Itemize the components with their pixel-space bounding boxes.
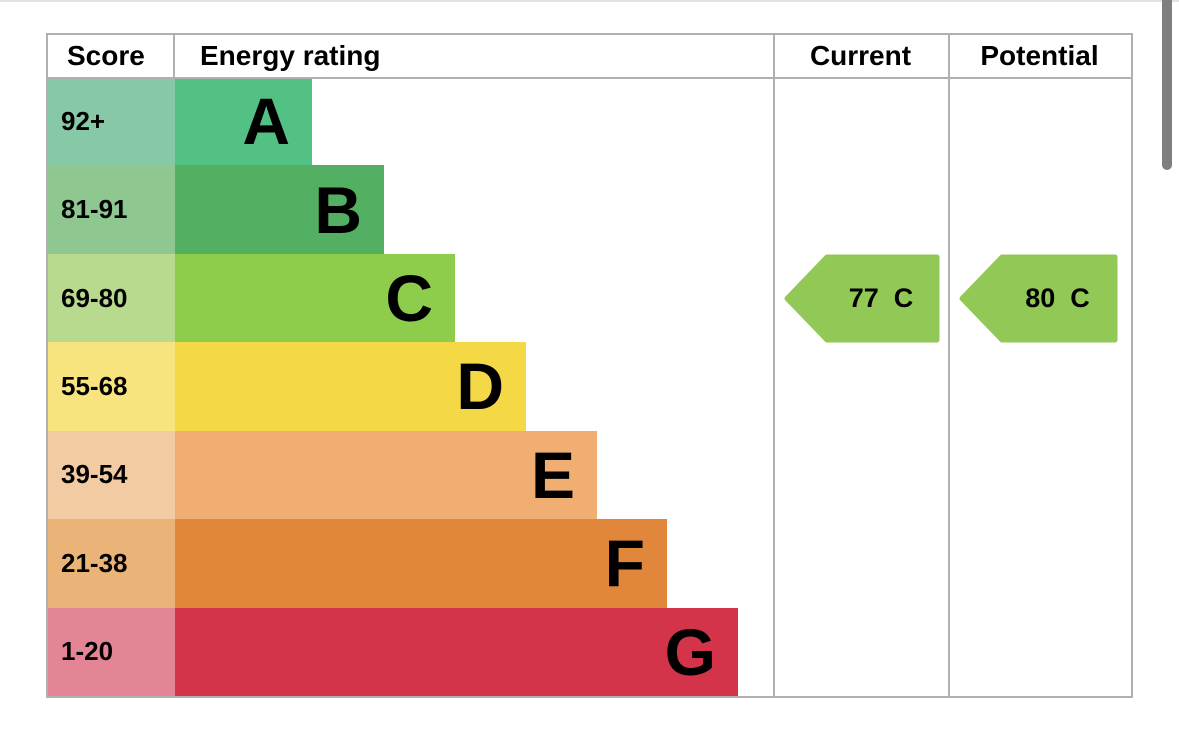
score-range-label: 69-80 [48, 253, 175, 343]
current-grade: C [893, 283, 914, 313]
rating-bar-a: A [175, 77, 312, 166]
rating-bar-d: D [175, 342, 526, 431]
rating-bar-c: C [175, 253, 455, 343]
potential-column-header: Potential [980, 40, 1099, 71]
left-pointer-arrow-icon [959, 254, 1118, 343]
bar-area: F [175, 519, 1131, 608]
potential-score: 80 [1025, 283, 1056, 313]
energy-current-divider [773, 35, 775, 696]
epc-band-row-d: 55-68 D [48, 342, 1131, 431]
left-pointer-arrow-icon [784, 254, 940, 343]
epc-rating-chart: Score Energy rating Current Potential 92… [46, 33, 1133, 698]
rating-bar-f: F [175, 519, 667, 608]
grade-letter: C [385, 261, 433, 336]
rating-bar-g: G [175, 607, 738, 696]
score-energy-divider [173, 35, 175, 77]
epc-band-row-b: 81-91 B [48, 165, 1131, 254]
grade-letter: E [530, 437, 575, 512]
score-column-header: Score [67, 40, 145, 71]
energy-rating-column-header: Energy rating [200, 40, 381, 71]
bar-area: D [175, 342, 1131, 431]
rating-bar-b: B [175, 165, 384, 254]
grade-letter: A [242, 84, 290, 159]
epc-band-row-c: 69-80 C [48, 253, 1131, 343]
grade-letter: G [664, 614, 716, 689]
score-range-label: 55-68 [48, 342, 175, 431]
epc-band-row-g: 1-20 G [48, 607, 1131, 696]
bar-area: C [175, 253, 1131, 343]
grade-letter: F [604, 526, 645, 601]
bar-area: A [175, 77, 1131, 166]
grade-letter: D [456, 349, 504, 424]
potential-rating-value: 80 C [997, 254, 1118, 343]
current-potential-divider [948, 35, 950, 696]
potential-grade: C [1070, 283, 1090, 313]
current-rating-arrow: 77 C [782, 254, 940, 343]
bar-area: E [175, 430, 1131, 520]
chart-header-row: Score Energy rating Current Potential [48, 35, 1131, 77]
bar-area: G [175, 607, 1131, 696]
current-score: 77 [848, 283, 879, 313]
score-range-label: 21-38 [48, 519, 175, 608]
bar-area: B [175, 165, 1131, 254]
header-underline [48, 77, 1131, 79]
vertical-scrollbar-thumb[interactable] [1162, 0, 1172, 170]
score-range-label: 39-54 [48, 430, 175, 520]
epc-band-row-f: 21-38 F [48, 519, 1131, 608]
score-range-label: 1-20 [48, 607, 175, 696]
rating-bar-e: E [175, 430, 597, 520]
epc-band-row-e: 39-54 E [48, 430, 1131, 520]
current-column-header: Current [809, 40, 912, 71]
epc-band-row-a: 92+ A [48, 77, 1131, 166]
potential-rating-arrow: 80 C [957, 254, 1118, 343]
page-top-divider [0, 0, 1179, 2]
score-range-label: 92+ [48, 77, 175, 166]
score-range-label: 81-91 [48, 165, 175, 254]
current-rating-value: 77 C [822, 254, 940, 343]
grade-letter: B [314, 172, 362, 247]
